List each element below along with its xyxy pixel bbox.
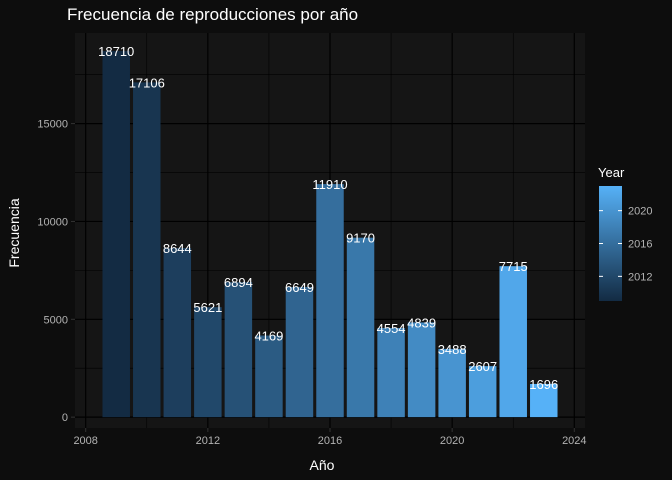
x-tick-label: 2008	[73, 435, 97, 447]
x-tick-label: 2012	[196, 435, 220, 447]
x-axis-ticks: 2008 2012 2016 2020 2024	[73, 428, 587, 447]
bar	[346, 237, 375, 418]
bar	[194, 307, 222, 418]
y-tick-label: 5000	[44, 314, 68, 326]
bar-value-label: 5621	[193, 300, 222, 315]
bar	[102, 51, 130, 418]
legend-title: Year	[598, 165, 625, 180]
bar	[255, 335, 283, 418]
bar	[133, 82, 161, 418]
legend: Year 2012 2016 2020	[598, 165, 652, 301]
bar-value-label: 6649	[285, 280, 314, 295]
bar-value-label: 9170	[346, 231, 375, 246]
bar-value-label: 11910	[312, 177, 347, 192]
bar-value-label: 18710	[98, 44, 134, 59]
y-axis-title: Frecuencia	[6, 198, 22, 267]
bar	[316, 184, 344, 418]
bar	[438, 348, 466, 418]
bar-value-label: 4839	[407, 315, 436, 330]
bar-value-label: 2607	[468, 359, 497, 374]
bar-value-label: 8644	[163, 241, 192, 256]
legend-label: 2016	[628, 239, 652, 251]
bar-value-label: 1696	[529, 377, 558, 392]
x-tick-label: 2024	[562, 435, 586, 447]
bar-value-label: 6894	[224, 275, 253, 290]
bar	[499, 266, 527, 418]
bars	[102, 51, 558, 418]
bar	[468, 366, 497, 418]
y-axis-ticks: 0 5000 10000 15000	[37, 119, 75, 424]
bar	[530, 383, 558, 418]
x-tick-label: 2016	[318, 435, 342, 447]
bar	[285, 287, 314, 418]
legend-colorbar	[599, 186, 622, 301]
y-tick-label: 10000	[37, 216, 68, 228]
y-tick-label: 15000	[37, 119, 68, 131]
bar	[224, 282, 253, 418]
x-tick-label: 2020	[440, 435, 464, 447]
legend-label: 2012	[628, 271, 652, 283]
chart-title: Frecuencia de reproducciones por año	[67, 5, 358, 24]
legend-label: 2020	[628, 206, 652, 218]
bar	[163, 247, 192, 418]
bar-value-label: 4554	[377, 321, 406, 336]
bar	[377, 328, 405, 418]
bar-value-label: 3488	[438, 342, 467, 357]
y-tick-label: 0	[62, 412, 68, 424]
bar-value-label: 4169	[254, 329, 283, 344]
bar-value-label: 7715	[499, 259, 528, 274]
bar-value-label: 17106	[129, 75, 165, 90]
x-axis-title: Año	[310, 457, 335, 473]
legend-ticks: 2012 2016 2020	[599, 206, 652, 283]
bar	[407, 322, 436, 418]
